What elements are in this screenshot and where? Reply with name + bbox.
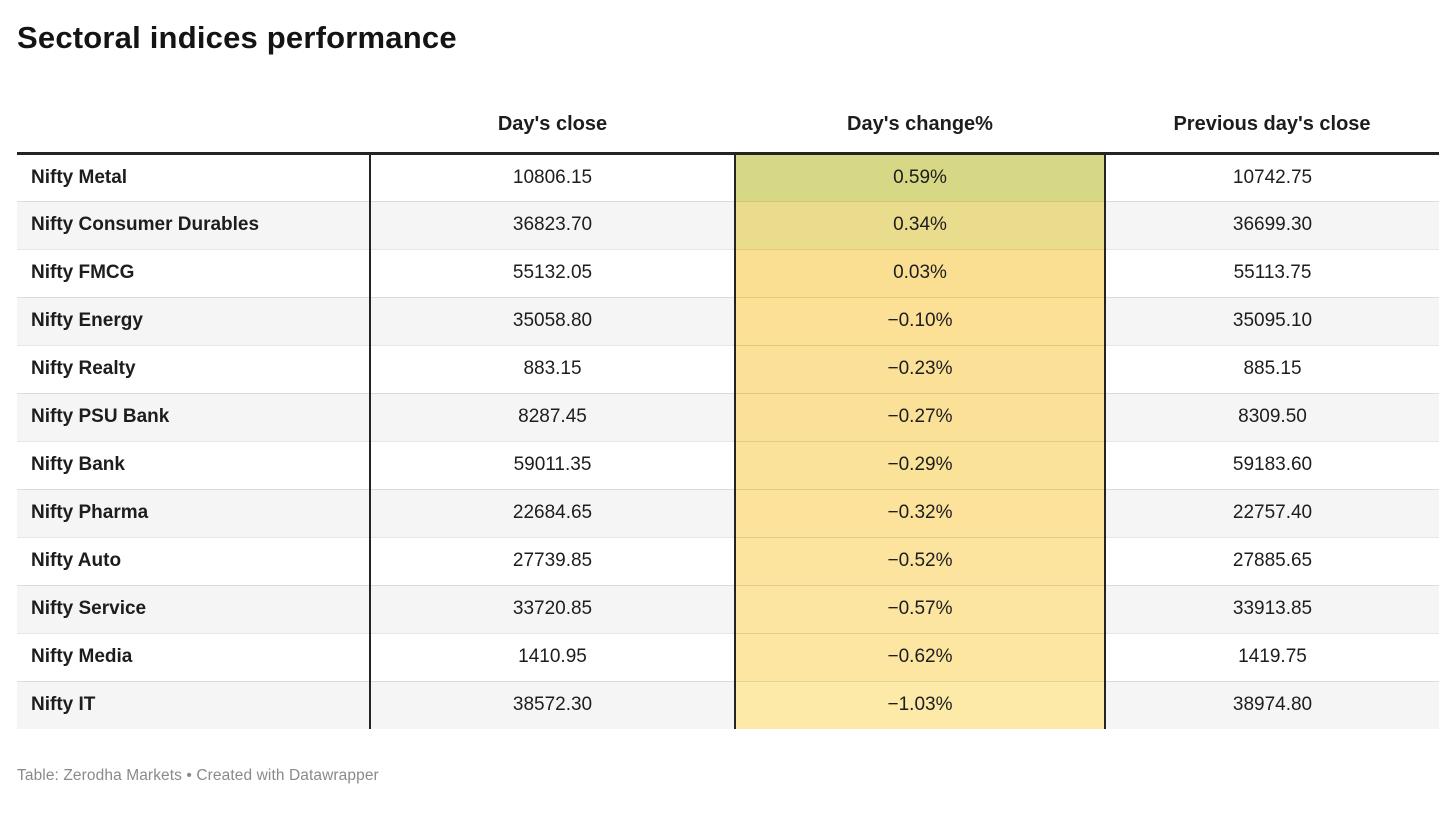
- table-row: Nifty Service 33720.85 −0.57% 33913.85: [17, 584, 1439, 634]
- day-change-cell: −0.57%: [734, 584, 1106, 634]
- table-row: Nifty PSU Bank 8287.45 −0.27% 8309.50: [17, 392, 1439, 442]
- table-row: Nifty Realty 883.15 −0.23% 885.15: [17, 344, 1439, 394]
- day-close-cell: 883.15: [370, 344, 735, 394]
- sector-indices-table: Day's close Day's change% Previous day's…: [17, 56, 1439, 730]
- table-row: Nifty Media 1410.95 −0.62% 1419.75: [17, 632, 1439, 682]
- table-row: Nifty Pharma 22684.65 −0.32% 22757.40: [17, 488, 1439, 538]
- day-close-cell: 59011.35: [370, 440, 735, 490]
- row-label: Nifty Metal: [17, 153, 371, 202]
- day-close-cell: 22684.65: [370, 488, 735, 538]
- header-days-change: Day's change%: [735, 56, 1105, 155]
- prev-close-cell: 59183.60: [1105, 440, 1439, 490]
- day-change-cell: −0.32%: [734, 488, 1106, 538]
- day-change-cell: −1.03%: [734, 680, 1106, 730]
- prev-close-cell: 1419.75: [1105, 632, 1439, 682]
- header-days-close: Day's close: [370, 56, 735, 155]
- day-change-cell: 0.59%: [734, 153, 1106, 202]
- prev-close-cell: 38974.80: [1105, 680, 1439, 730]
- header-row: Day's close Day's change% Previous day's…: [17, 56, 1439, 155]
- header-row-label-empty: [17, 56, 370, 155]
- day-close-cell: 8287.45: [370, 392, 735, 442]
- day-change-cell: −0.23%: [734, 344, 1106, 394]
- row-label: Nifty Service: [17, 584, 371, 634]
- day-close-cell: 38572.30: [370, 680, 735, 730]
- day-close-cell: 1410.95: [370, 632, 735, 682]
- day-change-cell: −0.29%: [734, 440, 1106, 490]
- prev-close-cell: 36699.30: [1105, 200, 1439, 250]
- row-label: Nifty Pharma: [17, 488, 371, 538]
- table-row: Nifty Bank 59011.35 −0.29% 59183.60: [17, 440, 1439, 490]
- table-row: Nifty Metal 10806.15 0.59% 10742.75: [17, 153, 1439, 202]
- attribution-credit: Table: Zerodha Markets • Created with Da…: [17, 767, 379, 785]
- day-change-cell: −0.52%: [734, 536, 1106, 586]
- prev-close-cell: 885.15: [1105, 344, 1439, 394]
- day-close-cell: 27739.85: [370, 536, 735, 586]
- day-change-cell: 0.03%: [734, 248, 1106, 298]
- day-close-cell: 55132.05: [370, 248, 735, 298]
- day-close-cell: 35058.80: [370, 296, 735, 346]
- table-header: Day's close Day's change% Previous day's…: [17, 56, 1439, 155]
- row-label: Nifty Consumer Durables: [17, 200, 371, 250]
- table-row: Nifty Consumer Durables 36823.70 0.34% 3669…: [17, 200, 1439, 250]
- chart-title: Sectoral indices performance: [17, 20, 457, 55]
- day-close-cell: 10806.15: [512, 166, 593, 188]
- row-label: Nifty FMCG: [17, 248, 371, 298]
- prev-close-cell: 27885.65: [1105, 536, 1439, 586]
- day-close-cell: 36823.70: [370, 200, 735, 250]
- day-close-cell: 33720.85: [370, 584, 735, 634]
- row-label: Nifty Media: [17, 632, 371, 682]
- row-label: Nifty IT: [17, 680, 371, 730]
- prev-close-cell: 8309.50: [1105, 392, 1439, 442]
- row-label: Nifty Energy: [17, 296, 371, 346]
- row-label: Nifty Bank: [17, 440, 371, 490]
- day-change-cell: 0.34%: [734, 200, 1106, 250]
- datawrapper-table-page: Sectoral indices performance Day's close…: [0, 20, 1456, 785]
- row-label: Nifty Auto: [17, 536, 371, 586]
- prev-close-cell: 22757.40: [1105, 488, 1439, 538]
- prev-close-cell: 10742.75: [1232, 166, 1313, 188]
- prev-close-cell: 55113.75: [1105, 248, 1439, 298]
- table-row: Nifty Auto 27739.85 −0.52% 27885.65: [17, 536, 1439, 586]
- header-previous-days-close: Previous day's close: [1105, 56, 1439, 155]
- table-row: Nifty Energy 35058.80 −0.10% 35095.10: [17, 296, 1439, 346]
- day-change-cell: −0.10%: [734, 296, 1106, 346]
- row-label: Nifty PSU Bank: [17, 392, 371, 442]
- prev-close-cell: 33913.85: [1105, 584, 1439, 634]
- table-row: Nifty FMCG 55132.05 0.03% 55113.75: [17, 248, 1439, 298]
- table-row: Nifty IT 38572.30 −1.03% 38974.80: [17, 680, 1439, 730]
- table-body: Nifty Metal 10806.15 0.59% 10742.75 Nifty Co…: [17, 153, 1439, 730]
- prev-close-cell: 35095.10: [1105, 296, 1439, 346]
- day-change-cell: −0.62%: [734, 632, 1106, 682]
- row-label: Nifty Realty: [17, 344, 371, 394]
- day-change-cell: −0.27%: [734, 392, 1106, 442]
